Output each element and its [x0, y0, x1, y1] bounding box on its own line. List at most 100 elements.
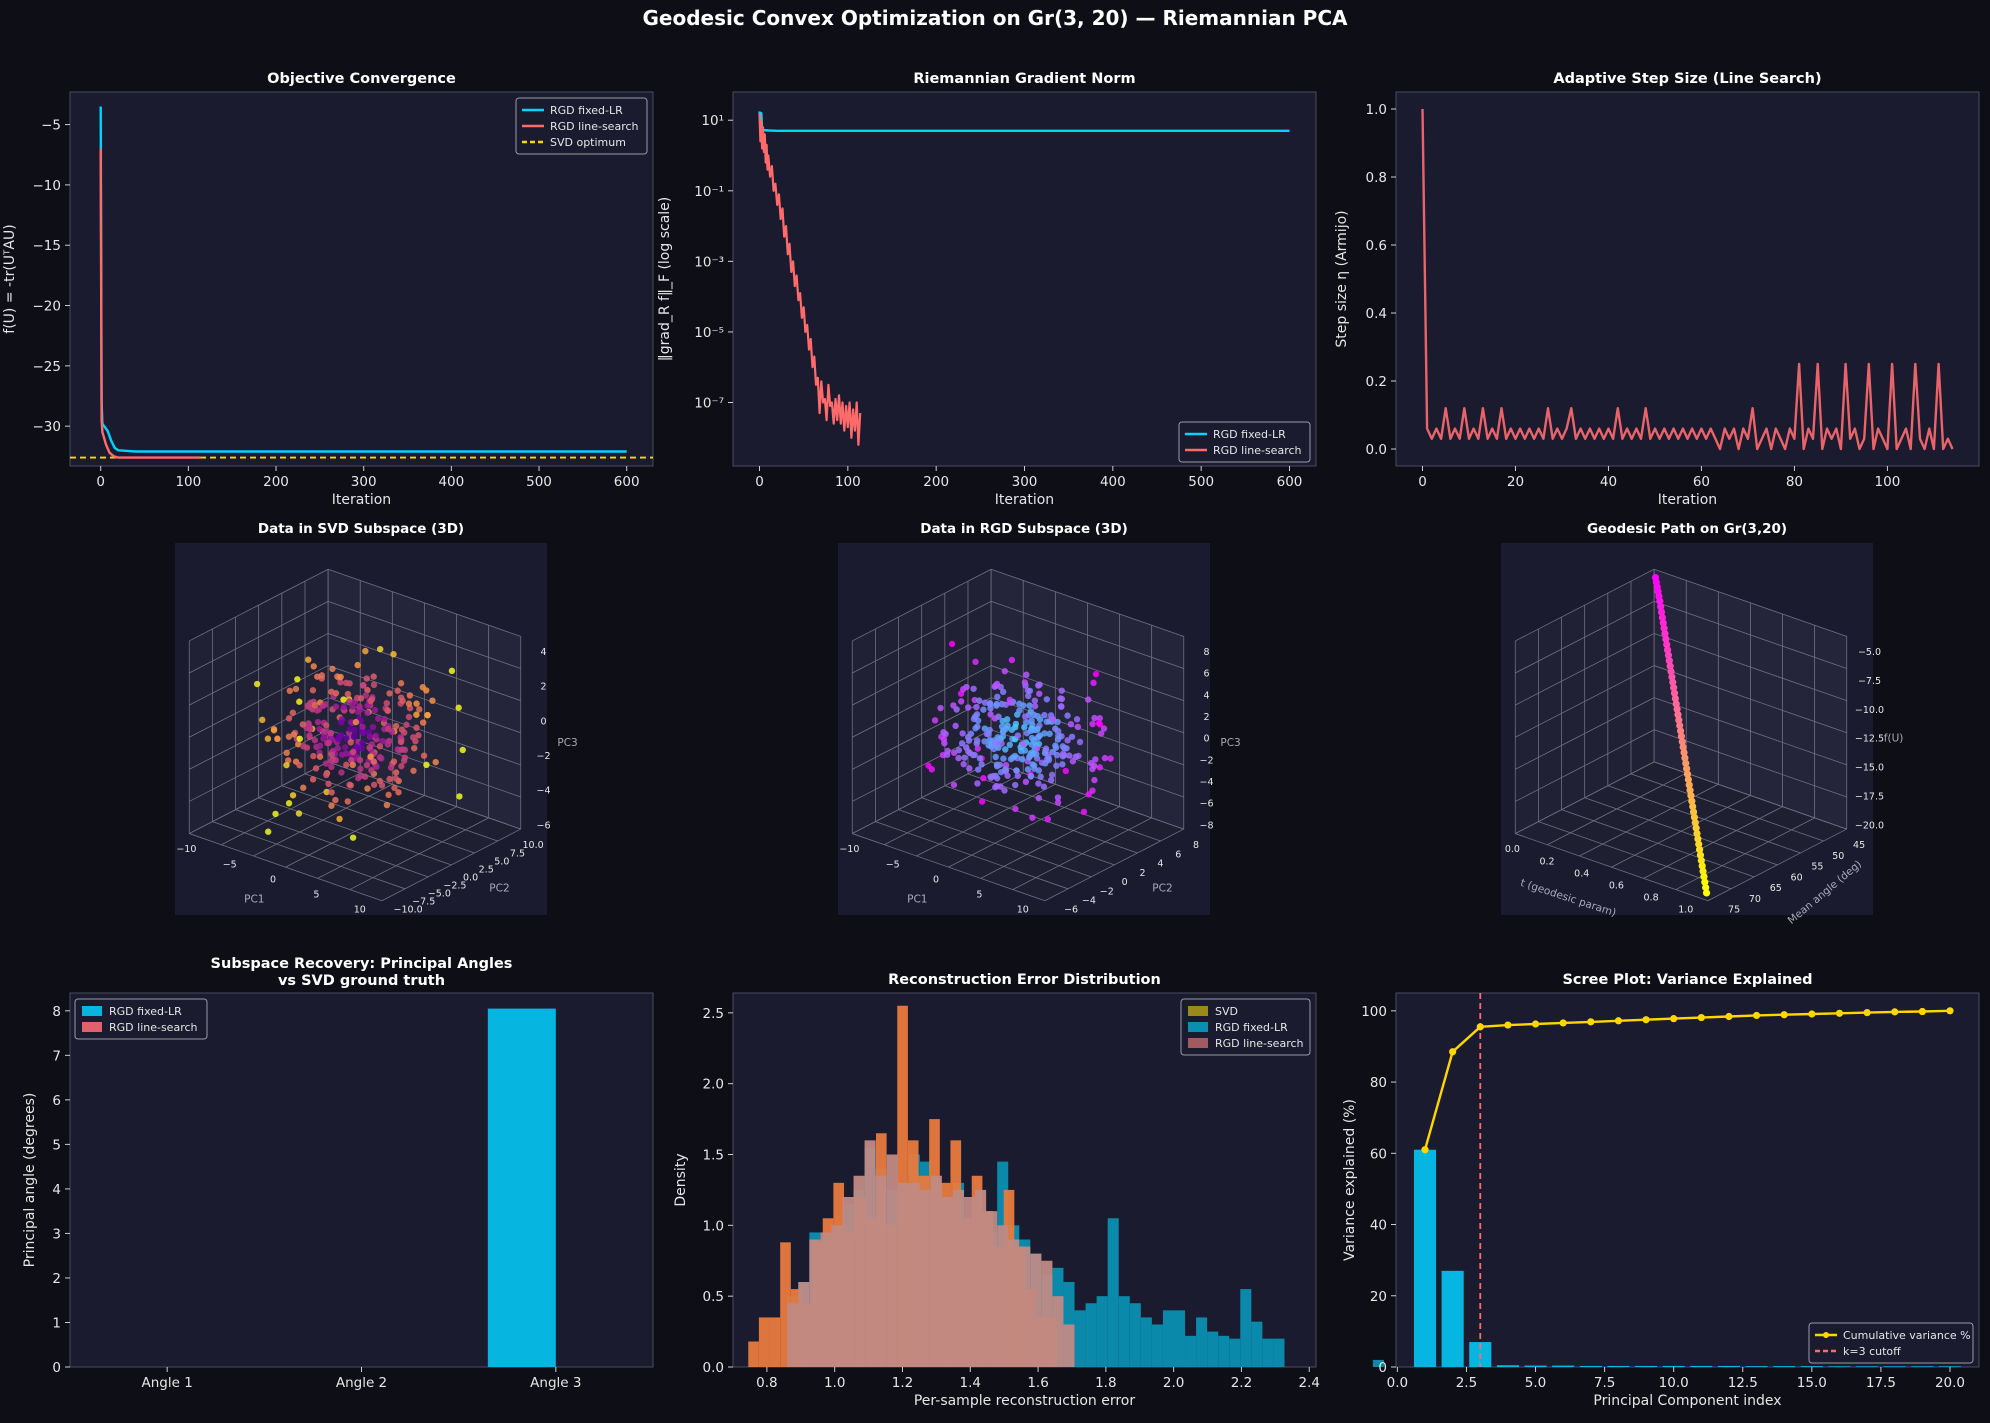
hist-bar-rgd-fixed-lr	[1140, 1317, 1152, 1367]
svd3d-point	[344, 690, 352, 698]
geodesic-point	[1696, 851, 1705, 859]
rgd3d-point	[1028, 717, 1035, 724]
svd3d-gridline	[381, 828, 521, 902]
cumulative-variance-marker	[1421, 1146, 1429, 1154]
svd3d-point	[311, 701, 319, 709]
svd3d-point	[376, 645, 384, 653]
svd3d-gridline	[327, 568, 521, 637]
svd3d-point	[413, 711, 420, 718]
geodesic-point	[1672, 700, 1680, 708]
cumulative-variance-marker	[1531, 1020, 1540, 1028]
svd3d-point	[423, 761, 430, 769]
svd3d-point	[337, 719, 345, 726]
svd3d-point	[322, 760, 330, 767]
rgd3d-point	[1089, 720, 1096, 728]
rgd3d-gridline	[852, 568, 992, 642]
objective-xtick-label: 100	[175, 474, 201, 490]
angles-legend-swatch	[82, 1022, 102, 1032]
svd3d-point	[346, 698, 353, 705]
recon-xtick-label: 2.0	[1163, 1375, 1184, 1391]
geodesic-ytick-label: 60	[1791, 872, 1803, 883]
rgd3d-point	[943, 751, 951, 758]
svd3d-point	[376, 777, 384, 785]
rgd3d-point	[1014, 732, 1022, 739]
geodesic-title: Geodesic Path on Gr(3,20)	[1587, 521, 1787, 537]
recon-xtick-label: 2.4	[1298, 1375, 1319, 1391]
svd3d-ytick-label: −5.0	[428, 889, 451, 900]
rgd3d-point	[952, 722, 959, 730]
svd3d-ytick-label: 5.0	[494, 856, 509, 867]
svd3d-point	[363, 762, 371, 769]
scree-xtick-label: 15.0	[1797, 1375, 1827, 1391]
hist-bar-rgd-line-search	[919, 1189, 931, 1367]
scree-ylabel: Variance explained (%)	[1342, 1099, 1358, 1261]
rgd3d-point	[1033, 755, 1041, 762]
svd3d-point	[411, 744, 418, 752]
svd3d-ytick-label: −10.0	[394, 905, 423, 916]
rgd3d-point	[1016, 700, 1023, 707]
cumulative-variance-marker	[1835, 1009, 1844, 1017]
gradnorm-xtick-label: 200	[923, 474, 949, 490]
svd3d-point	[368, 767, 375, 774]
rgd3d-point	[950, 749, 958, 756]
svd3d-point	[342, 750, 350, 757]
rgd3d-title: Data in RGD Subspace (3D)	[920, 521, 1128, 537]
scree-ytick-label: 80	[1370, 1075, 1387, 1091]
scree-bar	[1690, 1365, 1713, 1367]
svd3d-point	[370, 758, 378, 765]
geodesic-point	[1693, 829, 1701, 838]
scree-ytick-label: 100	[1361, 1004, 1387, 1020]
svd3d-point	[370, 673, 377, 680]
rgd3d-point	[1090, 679, 1097, 687]
figure-title: Geodesic Convex Optimization on Gr(3, 20…	[642, 6, 1348, 30]
recon-ytick-label: 0.5	[703, 1289, 724, 1305]
rgd3d-point	[1062, 767, 1070, 775]
scree-title: Scree Plot: Variance Explained	[1562, 972, 1812, 988]
hist-bar-rgd-fixed-lr	[1074, 1310, 1086, 1367]
recon-xtick-label: 1.0	[824, 1375, 845, 1391]
svd3d-point	[310, 663, 317, 670]
gradnorm-ytick-label: 10⁻⁷	[694, 395, 724, 411]
geodesic-xtick-label: 0.4	[1574, 868, 1589, 879]
rgd3d-point	[1054, 718, 1061, 726]
svd3d-ztick-label: −2	[536, 751, 550, 762]
objective-ytick-label: −30	[33, 419, 62, 435]
rgd3d-point	[993, 680, 1001, 688]
rgd3d-point	[1058, 703, 1065, 710]
svd3d-point	[392, 769, 400, 776]
geodesic-point	[1663, 640, 1671, 649]
geodesic-point	[1677, 732, 1686, 740]
stepsize-xlabel: Iteration	[1658, 492, 1717, 508]
svd3d-ztick-label: 4	[540, 647, 546, 658]
geodesic-point	[1657, 603, 1665, 611]
svd3d-point	[401, 754, 409, 761]
rgd3d-point	[1007, 755, 1015, 763]
rgd3d-point	[955, 746, 963, 754]
svd3d-point	[292, 685, 300, 693]
rgd3d-point	[955, 754, 962, 762]
svd3d-point	[289, 709, 297, 716]
svd3d-point	[340, 704, 347, 711]
cumulative-variance-marker	[1725, 1012, 1733, 1021]
scree-bar	[1828, 1366, 1851, 1367]
svd3d-ytick-label: −2.5	[443, 881, 466, 892]
geodesic-point	[1685, 781, 1693, 789]
hist-bar-rgd-fixed-lr	[1218, 1335, 1230, 1367]
rgd3d-point	[964, 704, 972, 711]
svd3d-point	[405, 700, 413, 707]
geodesic-gridline	[1653, 600, 1847, 669]
objective-ytick-label: −20	[33, 299, 62, 315]
hist-bar-rgd-line-search	[853, 1175, 865, 1367]
svd3d-point	[334, 745, 342, 752]
rgd3d-point	[1053, 762, 1060, 769]
svd3d-point	[344, 798, 351, 805]
geodesic-xtick-label: 0.8	[1644, 893, 1659, 904]
chart-stepsize: Adaptive Step Size (Line Search) 0 20 40 60 8…	[1334, 71, 1980, 508]
svd3d-ylabel: PC2	[489, 882, 509, 894]
svd3d-point	[289, 792, 297, 799]
svd3d-point	[295, 810, 303, 817]
svd3d-point	[432, 758, 439, 766]
scree-bar	[1856, 1366, 1879, 1367]
svd3d-point	[332, 689, 340, 697]
svd3d-point	[384, 707, 391, 714]
